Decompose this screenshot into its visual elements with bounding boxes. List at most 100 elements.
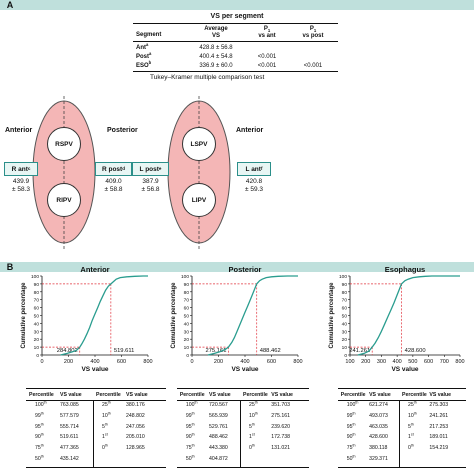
- vs-value-cell: 720.567: [209, 402, 228, 408]
- esophagus-ref-value-label: 428.600: [405, 348, 426, 354]
- percentile-cell: 90th: [185, 432, 195, 441]
- anterior-y-tick-label: 40: [34, 321, 40, 327]
- posterior-x-tick-label: 800: [293, 359, 302, 365]
- row-p-ant: <0.001: [257, 54, 277, 60]
- lspv-vein: LSPV: [182, 127, 216, 161]
- esophagus-x-tick-label: 800: [455, 359, 464, 365]
- anterior-x-tick-label: 600: [117, 359, 126, 365]
- vs-value-cell: 428.600: [369, 434, 388, 441]
- percentile-cell: 10th: [249, 411, 258, 419]
- percentile-table-header: Percentile: [96, 392, 121, 398]
- percentile-cell: 90th: [346, 432, 356, 441]
- vs-value-cell: 555.714: [60, 423, 79, 430]
- percentile-table-header-rule: [177, 400, 309, 401]
- percentile-table-anterior: Percentile VS value Percentile VS value 100t…: [26, 388, 166, 468]
- posterior-x-axis-label: VS value: [231, 366, 258, 373]
- segment-r-ant-mean: 439.9: [12, 178, 30, 185]
- row-segment: Posta: [136, 51, 152, 60]
- esophagus-y-tick-label: 10: [342, 345, 348, 351]
- col-average-line2: VS: [211, 33, 220, 39]
- anterior-ref-value-label: 519.611: [114, 348, 135, 354]
- posterior-ref-value-label: 488.462: [260, 348, 281, 354]
- anterior-ref-value-label: 284.802: [57, 348, 78, 354]
- esophagus-x-tick-label: 500: [408, 359, 417, 365]
- percentile-table-header: Percentile: [402, 392, 427, 398]
- esophagus-y-tick-label: 40: [342, 321, 348, 327]
- vs-value-cell: 493.073: [369, 412, 388, 419]
- table-footnote: Tukey–Kramer multiple comparison test: [150, 74, 265, 81]
- vs-value-cell: 275.161: [271, 412, 291, 419]
- vs-value-cell: 239.620: [271, 423, 291, 430]
- percentile-cell: 0th: [249, 443, 255, 452]
- percentile-table-header: VS value: [60, 392, 82, 398]
- percentile-cell: 100th: [346, 400, 359, 408]
- table-header-rule: [133, 41, 338, 42]
- esophagus-ref-value-label: 241.261: [349, 348, 370, 354]
- percentile-cell: 0th: [102, 443, 108, 452]
- vs-value-cell: 172.738: [271, 434, 291, 441]
- vs-value-cell: 529.761: [209, 423, 228, 430]
- vs-value-cell: 763.085: [60, 402, 79, 408]
- percentile-table-header: Percentile: [340, 392, 366, 398]
- percentile-cell: 95th: [35, 421, 44, 430]
- posterior-x-tick-label: 600: [267, 359, 276, 365]
- percentile-cell: 99th: [185, 411, 195, 419]
- row-average: 428.8 ± 56.8: [199, 45, 233, 51]
- percentile-cell: 1st: [102, 432, 108, 441]
- vs-value-cell: 128.965: [126, 445, 145, 452]
- percentile-cell: 10th: [102, 411, 111, 419]
- segment-r-post-sd: ± 58.8: [104, 186, 123, 193]
- esophagus-x-tick-label: 100: [345, 359, 354, 365]
- anterior-y-axis-label: Cumulative percentage: [21, 282, 27, 349]
- posterior-y-tick-label: 80: [184, 290, 190, 296]
- vs-value-cell: 435.142: [60, 456, 79, 462]
- percentile-cell: 25th: [102, 400, 111, 408]
- rspv-vein: RSPV: [47, 127, 81, 161]
- anterior-x-axis-label: VS value: [81, 366, 108, 373]
- posterior-y-tick-label: 10: [184, 345, 190, 351]
- esophagus-y-tick-label: 0: [344, 353, 347, 359]
- esophagus-y-tick-label: 100: [339, 274, 347, 280]
- esophagus-y-tick-label: 20: [342, 337, 348, 343]
- percentile-table-divider: [93, 400, 94, 467]
- esophagus-y-tick-label: 50: [342, 314, 348, 320]
- vs-value-cell: 205.010: [126, 434, 145, 441]
- esophagus-cdf-line: [357, 275, 460, 356]
- percentile-table-header: VS value: [429, 392, 452, 398]
- vs-value-cell: 380.176: [126, 402, 145, 408]
- anterior-y-tick-label: 30: [34, 329, 40, 335]
- posterior-y-tick-label: 60: [184, 306, 190, 312]
- percentile-cell: 10th: [408, 411, 417, 419]
- percentile-cell: 95th: [346, 421, 356, 430]
- row-p-ant: <0.001: [257, 63, 277, 69]
- anterior-y-tick-label: 80: [34, 290, 40, 296]
- col-segment: Segment: [136, 32, 162, 38]
- anterior-y-tick-label: 60: [34, 306, 40, 312]
- label-posterior: Posterior: [107, 127, 138, 134]
- vs-value-cell: 477.365: [60, 445, 79, 452]
- esophagus-x-tick-label: 300: [377, 359, 386, 365]
- segment-l-post-sd: ± 56.8: [141, 186, 160, 193]
- percentile-cell: 90th: [35, 432, 44, 441]
- vs-value-cell: 404.872: [209, 456, 228, 462]
- posterior-y-tick-label: 100: [181, 274, 189, 280]
- vs-value-cell: 275.303: [429, 402, 449, 408]
- row-average: 336.9 ± 60.0: [199, 63, 233, 69]
- row-segment: ESOb: [136, 60, 152, 69]
- esophagus-x-tick-label: 400: [393, 359, 402, 365]
- percentile-cell: 50th: [346, 454, 356, 462]
- vs-value-cell: 488.462: [209, 434, 228, 441]
- percentile-cell: 5th: [249, 421, 255, 430]
- posterior-y-tick-label: 40: [184, 321, 190, 327]
- col-average-line1: Average: [204, 26, 228, 32]
- percentile-table-esophagus: Percentile VS value Percentile VS value 100t…: [338, 388, 466, 468]
- row-average: 400.4 ± 54.8: [199, 54, 233, 60]
- vs-value-cell: 565.939: [209, 412, 228, 419]
- segment-r-ant-sd: ± 58.3: [11, 186, 31, 193]
- posterior-y-axis-label: Cumulative percentage: [171, 282, 177, 349]
- panel-a-letter: A: [4, 0, 16, 10]
- posterior-x-tick-label: 200: [214, 359, 223, 365]
- anterior-y-tick-label: 90: [34, 282, 40, 288]
- esophagus-y-axis-label: Cumulative percentage: [329, 282, 335, 349]
